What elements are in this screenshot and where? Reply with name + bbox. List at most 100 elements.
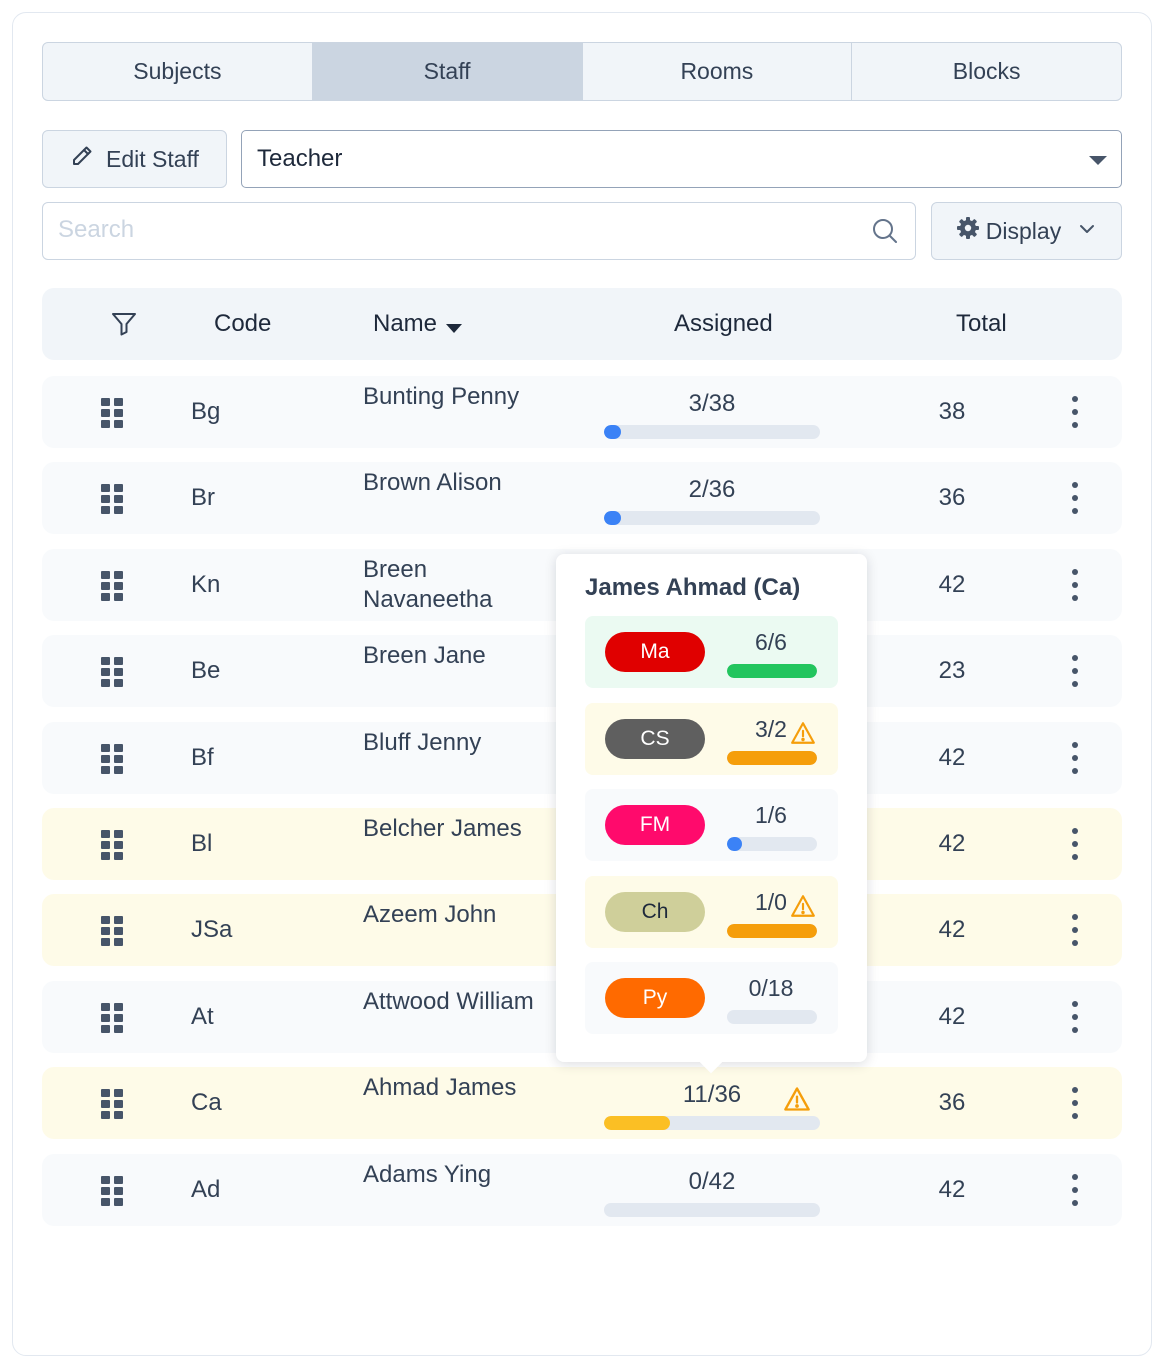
subject-pill[interactable]: Py: [605, 978, 705, 1018]
row-menu-icon[interactable]: [1070, 569, 1080, 601]
subject-progress-bar: [727, 924, 817, 938]
row-menu-icon[interactable]: [1070, 1174, 1080, 1206]
subject-progress-bar: [727, 837, 817, 851]
caret-down-icon: [1089, 156, 1107, 165]
subject-pill[interactable]: Ch: [605, 892, 705, 932]
row-menu-icon[interactable]: [1070, 914, 1080, 946]
drag-handle-icon[interactable]: [101, 398, 123, 428]
table-row[interactable]: Bg Bunting Penny 3/38 38: [42, 376, 1122, 448]
tab-staff[interactable]: Staff: [312, 43, 583, 100]
drag-handle-icon[interactable]: [101, 1176, 123, 1206]
table-row[interactable]: Ca Ahmad James 11/36 36: [42, 1067, 1122, 1139]
drag-handle-icon[interactable]: [101, 830, 123, 860]
staff-code: Bg: [191, 398, 221, 425]
staff-code: Be: [191, 657, 221, 684]
subject-allocation: 1/0: [755, 889, 787, 915]
total-count: 38: [938, 398, 966, 425]
total-count: 36: [938, 1089, 966, 1116]
column-header-name-label: Name: [373, 310, 438, 337]
row-menu-icon[interactable]: [1070, 655, 1080, 687]
warning-icon: [790, 893, 816, 924]
staff-name: Azeem John: [363, 901, 497, 928]
drag-handle-icon[interactable]: [101, 657, 123, 687]
drag-handle-icon[interactable]: [101, 916, 123, 946]
search-icon[interactable]: [871, 217, 899, 250]
edit-staff-button[interactable]: Edit Staff: [42, 130, 227, 188]
subject-allocation-card: CS 3/2: [585, 703, 838, 775]
row-menu-icon[interactable]: [1070, 1087, 1080, 1119]
staff-name: Ahmad James: [363, 1074, 517, 1101]
subject-allocation: 6/6: [755, 629, 787, 655]
staff-name: Belcher James: [363, 815, 522, 842]
display-button[interactable]: Display: [931, 202, 1122, 260]
staff-code: At: [191, 1003, 214, 1030]
total-count: 36: [938, 484, 966, 511]
pencil-icon: [70, 144, 94, 174]
subject-allocation-card: Py 0/18: [585, 962, 838, 1034]
assigned-count: 0/42: [688, 1168, 736, 1195]
table-row[interactable]: Ad Adams Ying 0/42 42: [42, 1154, 1122, 1226]
drag-handle-icon[interactable]: [101, 744, 123, 774]
column-header-total[interactable]: Total: [956, 310, 1007, 337]
subject-progress-fill: [727, 751, 817, 765]
column-header-name[interactable]: Name: [373, 288, 463, 360]
staff-name: Bluff Jenny: [363, 729, 482, 756]
search-input[interactable]: [58, 203, 838, 257]
search-box: [42, 202, 916, 260]
tab-subjects[interactable]: Subjects: [43, 43, 313, 100]
subject-allocation: 3/2: [755, 716, 787, 742]
subject-allocation: 0/18: [748, 975, 794, 1001]
role-select-value: Teacher: [257, 145, 343, 172]
staff-code: Br: [191, 484, 215, 511]
staff-name: Attwood William: [363, 988, 534, 1015]
staff-name: Adams Ying: [363, 1161, 492, 1188]
total-count: 42: [938, 916, 966, 943]
assigned-count: 3/38: [688, 390, 736, 417]
total-count: 42: [938, 830, 966, 857]
warning-icon: [783, 1085, 811, 1118]
assigned-progress-bar: [604, 511, 820, 525]
tab-blocks[interactable]: Blocks: [952, 58, 1021, 84]
assigned-progress-bar: [604, 1116, 820, 1130]
assigned-progress-bar: [604, 425, 820, 439]
staff-name: Breen Jane: [363, 642, 486, 669]
row-menu-icon[interactable]: [1070, 742, 1080, 774]
row-menu-icon[interactable]: [1070, 482, 1080, 514]
subject-progress-bar: [727, 1010, 817, 1024]
teacher-subjects-popover: James Ahmad (Ca) Ma 6/6 CS 3/2 FM 1/6 Ch 1/0 Py 0…: [556, 554, 867, 1074]
gear-icon: [956, 216, 980, 246]
assigned-progress-bar: [604, 1203, 820, 1217]
subject-allocation-card: Ma 6/6: [585, 616, 838, 688]
column-header-assigned[interactable]: Assigned: [674, 310, 773, 337]
total-count: 23: [938, 657, 966, 684]
total-count: 42: [938, 1003, 966, 1030]
staff-code: Bl: [191, 830, 213, 857]
drag-handle-icon[interactable]: [101, 484, 123, 514]
total-count: 42: [938, 744, 966, 771]
assigned-progress-fill: [604, 425, 622, 439]
table-header: Code Name Assigned Total: [42, 288, 1122, 360]
row-menu-icon[interactable]: [1070, 396, 1080, 428]
popover-title: James Ahmad (Ca): [585, 574, 801, 601]
tab-bar: Subjects Staff Rooms Blocks: [42, 42, 1122, 101]
row-menu-icon[interactable]: [1070, 828, 1080, 860]
tab-rooms[interactable]: Rooms: [583, 43, 853, 100]
subject-progress-fill: [727, 664, 817, 678]
drag-handle-icon[interactable]: [101, 1003, 123, 1033]
chevron-down-icon: [1077, 218, 1097, 245]
subject-pill[interactable]: Ma: [605, 632, 705, 672]
drag-handle-icon[interactable]: [101, 1089, 123, 1119]
row-menu-icon[interactable]: [1070, 1001, 1080, 1033]
staff-code: Kn: [191, 571, 221, 598]
filter-icon[interactable]: [111, 288, 137, 360]
subject-pill[interactable]: CS: [605, 719, 705, 759]
assigned-count: 2/36: [688, 476, 736, 503]
subject-progress-fill: [727, 837, 743, 851]
subject-pill[interactable]: FM: [605, 805, 705, 845]
drag-handle-icon[interactable]: [101, 571, 123, 601]
table-row[interactable]: Br Brown Alison 2/36 36: [42, 462, 1122, 534]
column-header-code[interactable]: Code: [214, 310, 272, 337]
role-select[interactable]: Teacher: [241, 130, 1122, 188]
sort-desc-icon: [445, 313, 463, 341]
assigned-progress-fill: [604, 1116, 671, 1130]
